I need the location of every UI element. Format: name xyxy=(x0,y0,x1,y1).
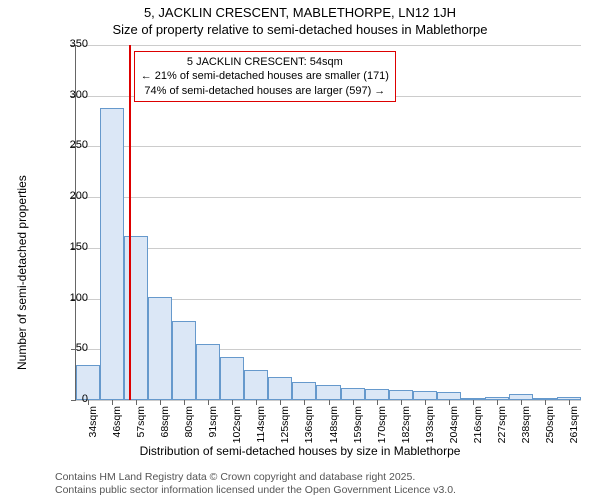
gridline xyxy=(76,197,581,198)
histogram-bar xyxy=(148,297,172,400)
histogram-bar xyxy=(124,236,148,400)
annotation-line-2: ← 21% of semi-detached houses are smalle… xyxy=(141,69,389,83)
footer-line-2: Contains public sector information licen… xyxy=(55,484,456,496)
x-tick-mark xyxy=(184,400,185,405)
property-marker-line xyxy=(129,45,131,400)
x-tick-mark xyxy=(280,400,281,405)
x-tick-mark xyxy=(569,400,570,405)
x-tick-label: 227sqm xyxy=(496,406,508,446)
histogram-plot: 5 JACKLIN CRESCENT: 54sqm← 21% of semi-d… xyxy=(75,45,581,401)
annotation-line-1: 5 JACKLIN CRESCENT: 54sqm xyxy=(141,55,389,69)
x-tick-label: 193sqm xyxy=(424,406,436,446)
footer-text: Contains HM Land Registry data © Crown c… xyxy=(55,471,456,498)
x-tick-label: 102sqm xyxy=(231,406,243,446)
gridline xyxy=(76,146,581,147)
histogram-bar xyxy=(341,388,365,400)
x-tick-label: 57sqm xyxy=(135,406,147,446)
histogram-bar xyxy=(196,344,220,400)
histogram-bar xyxy=(292,382,316,400)
x-tick-label: 204sqm xyxy=(448,406,460,446)
title-line-2: Size of property relative to semi-detach… xyxy=(0,22,600,37)
histogram-bar xyxy=(244,370,268,400)
x-tick-label: 238sqm xyxy=(520,406,532,446)
x-tick-mark xyxy=(329,400,330,405)
x-tick-label: 170sqm xyxy=(376,406,388,446)
x-tick-label: 91sqm xyxy=(207,406,219,446)
x-tick-label: 148sqm xyxy=(328,406,340,446)
x-tick-label: 125sqm xyxy=(279,406,291,446)
x-tick-label: 114sqm xyxy=(255,406,267,446)
y-tick-label: 300 xyxy=(58,89,88,101)
x-tick-label: 34sqm xyxy=(87,406,99,446)
x-tick-mark xyxy=(425,400,426,405)
y-tick-label: 100 xyxy=(58,292,88,304)
x-tick-label: 46sqm xyxy=(111,406,123,446)
x-tick-mark xyxy=(473,400,474,405)
histogram-bar xyxy=(389,390,413,400)
gridline xyxy=(76,45,581,46)
y-tick-label: 0 xyxy=(58,393,88,405)
histogram-bar xyxy=(172,321,196,400)
y-tick-label: 50 xyxy=(58,342,88,354)
x-tick-mark xyxy=(545,400,546,405)
x-tick-label: 159sqm xyxy=(352,406,364,446)
y-tick-label: 150 xyxy=(58,241,88,253)
y-axis-label: Number of semi-detached properties xyxy=(15,175,29,370)
y-tick-label: 250 xyxy=(58,139,88,151)
x-tick-mark xyxy=(160,400,161,405)
gridline xyxy=(76,248,581,249)
y-tick-label: 200 xyxy=(58,190,88,202)
histogram-bar xyxy=(268,377,292,400)
x-tick-label: 136sqm xyxy=(303,406,315,446)
x-tick-mark xyxy=(401,400,402,405)
footer-line-1: Contains HM Land Registry data © Crown c… xyxy=(55,471,415,483)
x-tick-mark xyxy=(112,400,113,405)
y-tick-label: 350 xyxy=(58,38,88,50)
x-tick-label: 68sqm xyxy=(159,406,171,446)
histogram-bar xyxy=(316,385,340,400)
histogram-bar xyxy=(413,391,437,400)
histogram-bar xyxy=(220,357,244,400)
x-tick-mark xyxy=(377,400,378,405)
histogram-bar xyxy=(437,392,461,400)
x-tick-label: 216sqm xyxy=(472,406,484,446)
x-tick-mark xyxy=(256,400,257,405)
histogram-bar xyxy=(365,389,389,400)
x-tick-mark xyxy=(208,400,209,405)
x-tick-mark xyxy=(449,400,450,405)
x-tick-mark xyxy=(353,400,354,405)
annotation-box: 5 JACKLIN CRESCENT: 54sqm← 21% of semi-d… xyxy=(134,51,396,102)
x-tick-mark xyxy=(521,400,522,405)
x-tick-mark xyxy=(497,400,498,405)
x-tick-mark xyxy=(88,400,89,405)
title-line-1: 5, JACKLIN CRESCENT, MABLETHORPE, LN12 1… xyxy=(0,5,600,20)
x-axis-label: Distribution of semi-detached houses by … xyxy=(0,444,600,458)
x-tick-label: 182sqm xyxy=(400,406,412,446)
histogram-bar xyxy=(100,108,124,400)
annotation-line-3: 74% of semi-detached houses are larger (… xyxy=(141,84,389,98)
x-tick-mark xyxy=(136,400,137,405)
x-tick-mark xyxy=(232,400,233,405)
x-tick-mark xyxy=(304,400,305,405)
x-tick-label: 250sqm xyxy=(544,406,556,446)
x-tick-label: 80sqm xyxy=(183,406,195,446)
x-tick-label: 261sqm xyxy=(568,406,580,446)
